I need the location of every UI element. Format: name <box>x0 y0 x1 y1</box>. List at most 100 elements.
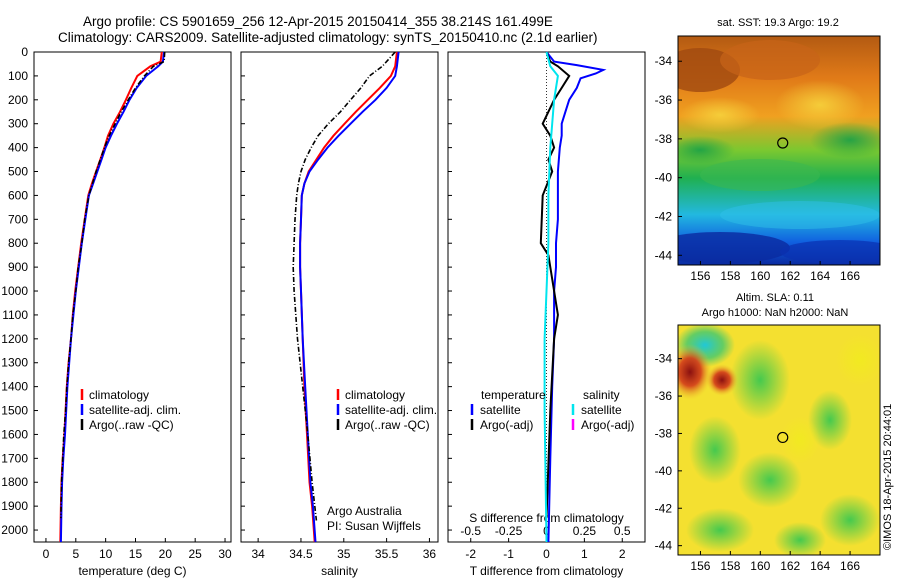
x-tick-label: 30 <box>218 547 232 561</box>
legend-label: climatology <box>89 388 149 402</box>
map-x-tick-label: 166 <box>840 559 860 573</box>
x-tick-label: 5 <box>72 547 79 561</box>
legend-label: climatology <box>345 388 405 402</box>
y-tick-label: 1600 <box>1 427 28 441</box>
y-tick-label: 800 <box>8 236 28 250</box>
y-tick-label: 200 <box>8 93 28 107</box>
y-tick-label: 1900 <box>1 499 28 513</box>
argo-location-marker <box>777 137 789 149</box>
legend-label: Argo(..raw -QC) <box>89 418 174 432</box>
x-tick-label: 1 <box>581 547 588 561</box>
x-tick-label: 35.5 <box>375 547 399 561</box>
x-tick-label: 2 <box>619 547 626 561</box>
salinity-profile-panel: 34 34.5 35 35.5 36 salinity climatologysatelli… <box>240 51 439 578</box>
y-tick-label: 0 <box>21 45 28 59</box>
y-tick-label: 100 <box>8 69 28 83</box>
series-line <box>543 51 559 543</box>
sst-map-panel: sat. SST: 19.3 Argo: 19.2 156 158 160 162 16… <box>655 17 881 283</box>
sst-map-frame <box>677 35 881 266</box>
y-tick-label: 700 <box>8 212 28 226</box>
map-x-tick-label: 164 <box>810 269 830 283</box>
map-y-tick-label: -38 <box>655 132 673 146</box>
x-tick-label: 0 <box>543 547 550 561</box>
map-x-tick-label: 162 <box>780 269 800 283</box>
temperature-profile-panel: 0 5 10 15 20 25 30 temperature (deg C) 0 100 200 30… <box>1 45 232 578</box>
sla-map-title: Altim. SLA: 0.11 <box>736 292 814 304</box>
x-tick-label: 20 <box>159 547 173 561</box>
x-tick-label: 36 <box>423 547 437 561</box>
x-tick-label: 35 <box>337 547 351 561</box>
map-y-tick-label: -40 <box>655 464 673 478</box>
plot-frame <box>240 51 439 543</box>
series-line <box>299 51 400 543</box>
y-tick-label: 500 <box>8 165 28 179</box>
map-y-tick-label: -42 <box>655 209 673 223</box>
x-axis-label: salinity <box>321 564 358 578</box>
x-tick-label: 15 <box>129 547 143 561</box>
y-tick-label: 2000 <box>1 523 28 537</box>
legend-label: satellite-adj. clim. <box>89 403 181 417</box>
series-line <box>60 51 166 519</box>
header-line-2: Climatology: CARS2009. Satellite-adjuste… <box>58 30 598 45</box>
y-tick-label: 1100 <box>2 308 28 322</box>
map-x-tick-label: 162 <box>780 559 800 573</box>
series-line <box>292 51 396 521</box>
map-y-tick-label: -36 <box>655 389 673 403</box>
legend-label: Argo(-adj) <box>581 418 634 432</box>
legend-title: temperature <box>481 388 546 402</box>
y-tick-label: 900 <box>8 260 28 274</box>
map-x-tick-label: 156 <box>690 559 710 573</box>
map-y-tick-label: -34 <box>655 54 673 68</box>
map-x-tick-label: 156 <box>690 269 710 283</box>
legend-label: satellite <box>581 403 622 417</box>
sst-map-title: sat. SST: 19.3 Argo: 19.2 <box>717 17 839 29</box>
x2-tick-label: 0.25 <box>573 524 597 538</box>
legend-label: Argo(-adj) <box>480 418 533 432</box>
x2-tick-label: -0.25 <box>495 524 523 538</box>
y-tick-label: 1400 <box>1 380 28 394</box>
map-y-tick-label: -40 <box>655 171 673 185</box>
y-tick-label: 600 <box>8 188 28 202</box>
map-y-tick-label: -42 <box>655 501 673 515</box>
map-y-tick-label: -36 <box>655 93 673 107</box>
sla-map-subtitle: Argo h1000: NaN h2000: NaN <box>702 307 849 319</box>
x-tick-label: 34.5 <box>289 547 313 561</box>
x-tick-label: 10 <box>99 547 113 561</box>
x2-tick-label: 0.5 <box>614 524 631 538</box>
map-x-tick-label: 158 <box>720 269 740 283</box>
map-y-tick-label: -44 <box>655 248 673 262</box>
header-line-1: Argo profile: CS 5901659_256 12-Apr-2015… <box>83 14 553 29</box>
y-tick-label: 1200 <box>1 332 28 346</box>
sst-heatmap <box>678 36 880 265</box>
plot-frame <box>33 51 232 543</box>
legend-label: satellite <box>480 403 521 417</box>
map-x-tick-label: 166 <box>840 269 860 283</box>
x-tick-label: 0 <box>43 547 50 561</box>
annotation-line: Argo Australia <box>327 504 402 518</box>
y-tick-label: 300 <box>8 117 28 131</box>
series-line <box>545 51 607 543</box>
x-axis-label: T difference from climatology <box>470 564 624 578</box>
y-tick-label: 400 <box>8 141 28 155</box>
map-y-tick-label: -38 <box>655 426 673 440</box>
difference-profile-panel: -2 -1 0 1 2-0.5 -0.25 0 0.25 0.5S difference fro… <box>447 51 646 578</box>
sla-map-frame <box>677 324 881 556</box>
y-tick-label: 1500 <box>1 404 28 418</box>
x-tick-label: -2 <box>465 547 476 561</box>
y-tick-label: 1800 <box>1 475 28 489</box>
x-tick-label: 34 <box>251 547 265 561</box>
sla-heatmap <box>678 325 880 555</box>
sla-map-panel: Altim. SLA: 0.11 Argo h1000: NaN h2000: … <box>655 292 881 573</box>
legend-label: Argo(..raw -QC) <box>345 418 430 432</box>
annotation-line: PI: Susan Wijffels <box>327 519 421 533</box>
x2-tick-label: -0.5 <box>460 524 481 538</box>
series-line <box>59 51 166 543</box>
imos-credit: ©IMOS 18-Apr-2015 20:44:01 <box>882 404 894 550</box>
y-tick-label: 1700 <box>1 451 28 465</box>
x-tick-label: -1 <box>503 547 514 561</box>
argo-location-marker <box>777 431 789 444</box>
legend-label: satellite-adj. clim. <box>345 403 437 417</box>
map-x-tick-label: 164 <box>810 559 830 573</box>
x-tick-label: 25 <box>189 547 203 561</box>
